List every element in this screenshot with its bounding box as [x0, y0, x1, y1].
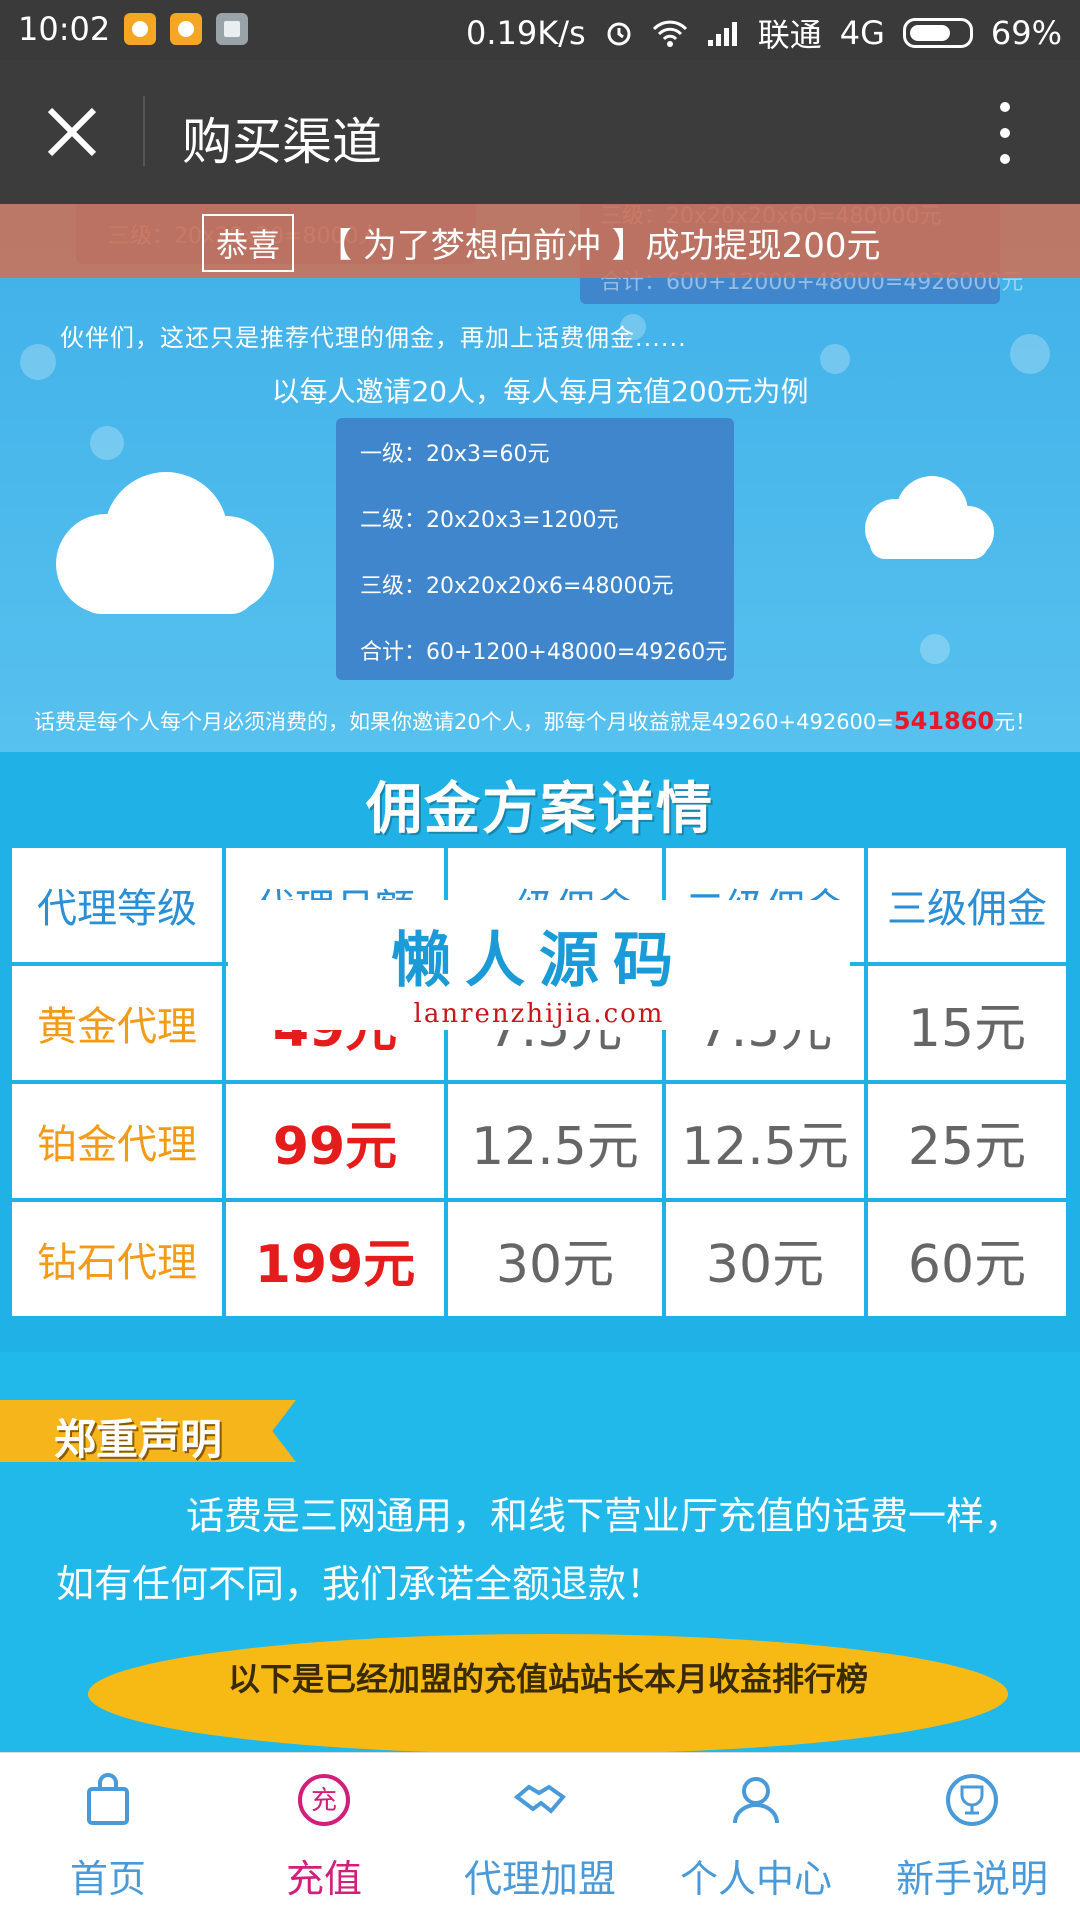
- commission-cell: 12.5元: [448, 1084, 662, 1198]
- notification-app-icon: [124, 13, 157, 45]
- earnings-note-text: 话费是每个人每个月必须消费的，如果你邀请20个人，那每个月收益就是49260+4…: [34, 710, 894, 734]
- commission-title: 佣金方案详情: [366, 777, 714, 842]
- commission-cell: 15元: [868, 966, 1066, 1080]
- tab-label: 新手说明: [895, 1857, 1048, 1901]
- declaration-text: 话费是三网通用，和线下营业厅充值的话费一样，如有任何不同，我们承诺全额退款！: [56, 1494, 1023, 1606]
- watermark-url: lanrenzhijia.com: [413, 999, 665, 1029]
- bottom-tab-bar: 首页 充 充值 代理加盟 个人中心 新手说明: [0, 1752, 1080, 1921]
- commission-cell: 30元: [448, 1202, 662, 1316]
- nav-divider: [143, 96, 145, 166]
- status-time: 10:02: [18, 10, 111, 48]
- calc-row: 二级：20x20x3=1200元: [360, 508, 619, 533]
- commission-section: 佣金方案详情 代理等级 代理月额 一级佣金 二级佣金 三级佣金 黄金代理 49元…: [0, 752, 1080, 1352]
- calc-row: 三级：20x20x20x6=48000元: [360, 574, 674, 599]
- watermark: 懒人源码 lanrenzhijia.com: [228, 900, 850, 1030]
- calc-box: 一级：20x3=60元 二级：20x20x3=1200元 三级：20x20x20…: [336, 418, 734, 680]
- tab-home[interactable]: 首页: [0, 1773, 216, 1903]
- declaration-ribbon-label: 郑重声明: [54, 1415, 223, 1464]
- svg-text:充: 充: [311, 1786, 337, 1816]
- person-icon: [733, 1777, 779, 1824]
- bag-icon: [87, 1773, 129, 1825]
- tab-label: 首页: [69, 1857, 146, 1901]
- level-cell: 铂金代理: [12, 1084, 222, 1198]
- calc-row: 合计：60+1200+48000=49260元: [360, 640, 728, 665]
- page-title: 购买渠道: [182, 113, 382, 171]
- trophy-icon: [946, 1774, 998, 1826]
- declaration-ribbon: 郑重声明: [0, 1400, 296, 1462]
- notification-app-icon-2: [170, 13, 203, 45]
- table-row: 铂金代理 99元 12.5元 12.5元 25元: [12, 1084, 1066, 1198]
- earnings-note-suffix: 元！: [994, 710, 1037, 734]
- nav-bar: 购买渠道: [0, 60, 1080, 204]
- battery-icon: [902, 18, 973, 48]
- level-cell: 钻石代理: [12, 1202, 222, 1316]
- ticker-message: 【 为了梦想向前冲 】成功提现200元: [318, 226, 881, 266]
- cloud-right-icon: [865, 476, 994, 559]
- cloud-left-icon: [56, 472, 274, 614]
- signal-icon: [707, 22, 737, 46]
- withdraw-ticker: 恭喜 【 为了梦想向前冲 】成功提现200元: [0, 204, 1080, 278]
- ranking-banner: 以下是已经加盟的充值站站长本月收益排行榜: [88, 1634, 1008, 1754]
- commission-cell: 30元: [666, 1202, 864, 1316]
- price-cell: 99元: [226, 1084, 444, 1198]
- battery-level: 69%: [990, 14, 1062, 52]
- earnings-note: 话费是每个人每个月必须消费的，如果你邀请20个人，那每个月收益就是49260+4…: [34, 706, 1036, 736]
- status-bar: 10:02 0.19K/s 联通 4G 69%: [0, 0, 1080, 60]
- tab-profile[interactable]: 个人中心: [648, 1773, 864, 1903]
- header-cell: 代理等级: [12, 848, 222, 962]
- tab-label: 个人中心: [679, 1857, 832, 1901]
- calc-row: 一级：20x3=60元: [360, 442, 550, 467]
- commission-cell: 60元: [868, 1202, 1066, 1316]
- handshake-icon: [513, 1784, 566, 1814]
- recharge-icon: 充: [298, 1774, 350, 1826]
- declaration-section: 郑重声明 话费是三网通用，和线下营业厅充值的话费一样，如有任何不同，我们承诺全额…: [0, 1352, 1080, 1754]
- tab-label: 充值: [285, 1857, 362, 1901]
- tab-guide[interactable]: 新手说明: [864, 1773, 1080, 1903]
- tab-label: 代理加盟: [463, 1857, 616, 1901]
- level-cell: 黄金代理: [12, 966, 222, 1080]
- ticker-tag: 恭喜: [202, 214, 295, 272]
- promo-section: 三级：20x20x20=8000人 三级：20x20x20x60=480000元…: [0, 204, 1080, 752]
- net-speed: 0.19K/s: [466, 14, 586, 52]
- network-type: 4G: [839, 14, 885, 52]
- price-cell: 199元: [226, 1202, 444, 1316]
- table-row: 钻石代理 199元 30元 30元 60元: [12, 1202, 1066, 1316]
- commission-cell: 25元: [868, 1084, 1066, 1198]
- alarm-icon: [607, 22, 631, 46]
- more-menu-icon[interactable]: [1000, 102, 1010, 180]
- carrier: 联通: [757, 16, 822, 54]
- earnings-total: 541860: [893, 707, 995, 735]
- tab-recharge[interactable]: 充 充值: [216, 1773, 432, 1903]
- promo-line-2: 以每人邀请20人，每人每月充值200元为例: [271, 375, 809, 408]
- wifi-icon: [652, 20, 687, 47]
- header-cell: 三级佣金: [868, 848, 1066, 962]
- promo-line-1: 伙伴们，这还只是推荐代理的佣金，再加上话费佣金......: [60, 324, 687, 352]
- commission-cell: 12.5元: [666, 1084, 864, 1198]
- close-icon[interactable]: [44, 104, 100, 160]
- ranking-banner-label: 以下是已经加盟的充值站站长本月收益排行榜: [227, 1660, 868, 1698]
- watermark-name: 懒人源码: [391, 926, 687, 996]
- tab-agent[interactable]: 代理加盟: [432, 1773, 648, 1903]
- notification-doc-icon: [216, 13, 249, 45]
